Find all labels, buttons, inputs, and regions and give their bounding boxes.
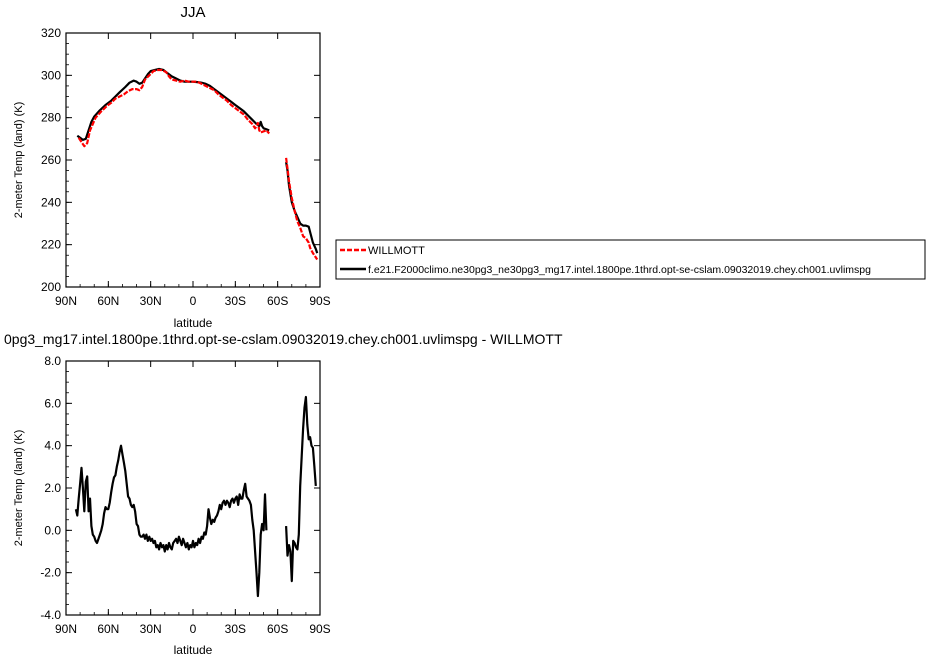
- x-tick-label: 90S: [309, 294, 330, 308]
- x-tick-label: 60S: [267, 622, 288, 636]
- y-tick-label: 200: [41, 280, 61, 294]
- y-tick-label: 0.0: [44, 523, 61, 537]
- top-chart-plot-frame: [65, 32, 321, 288]
- y-tick-label: 240: [41, 195, 61, 209]
- series-line-0-1: [77, 68, 271, 148]
- top-chart-title: JJA: [180, 4, 205, 21]
- x-tick-label: 90N: [55, 622, 77, 636]
- x-tick-label: 0: [190, 294, 197, 308]
- x-tick-label: 90S: [309, 622, 330, 636]
- y-tick-label: -2.0: [40, 566, 61, 580]
- x-tick-label: 60N: [97, 294, 119, 308]
- y-tick-label: 6.0: [44, 396, 61, 410]
- x-tick-label: 30N: [140, 622, 162, 636]
- bottom-chart-title: 0pg3_mg17.intel.1800pe.1thrd.opt-se-csla…: [4, 331, 563, 347]
- y-tick-label: 280: [41, 111, 61, 125]
- top-chart-xlabel: latitude: [174, 316, 213, 330]
- legend-box: [335, 239, 926, 280]
- legend-label-model: f.e21.F2000climo.ne30pg3_ne30pg3_mg17.in…: [368, 264, 871, 276]
- series-line-0-0: [76, 67, 270, 141]
- y-tick-label: 300: [41, 68, 61, 82]
- bottom-chart-plot-frame: [65, 360, 321, 616]
- series-line-0-1: [285, 157, 319, 261]
- y-tick-label: 320: [41, 26, 61, 40]
- y-tick-label: 2.0: [44, 481, 61, 495]
- x-tick-label: 30S: [225, 622, 246, 636]
- y-tick-label: 8.0: [44, 354, 61, 368]
- top-chart-legend: WILLMOTT f.e21.F2000climo.ne30pg3_ne30pg…: [335, 239, 926, 280]
- legend-label-willmott: WILLMOTT: [368, 245, 425, 257]
- y-tick-label: -4.0: [40, 608, 61, 622]
- x-tick-label: 30S: [225, 294, 246, 308]
- x-tick-label: 60N: [97, 622, 119, 636]
- x-tick-label: 60S: [267, 294, 288, 308]
- top-chart: JJA 90N 60N 30N 0 30S 60S 90S 200 220 240 260 280 30…: [13, 4, 926, 330]
- bottom-chart-xlabel: latitude: [174, 643, 213, 657]
- series-line-1-0: [285, 395, 317, 583]
- series-line-1-0: [74, 444, 268, 598]
- y-tick-label: 4.0: [44, 439, 61, 453]
- bottom-chart-ylabel: 2-meter Temp (land) (K): [13, 430, 25, 547]
- bottom-chart: 0pg3_mg17.intel.1800pe.1thrd.opt-se-csla…: [4, 331, 563, 657]
- top-chart-ylabel: 2-meter Temp (land) (K): [13, 102, 25, 219]
- series-line-0-0: [285, 161, 319, 254]
- x-tick-label: 30N: [140, 294, 162, 308]
- x-tick-label: 0: [190, 622, 197, 636]
- y-tick-label: 220: [41, 238, 61, 252]
- x-tick-label: 90N: [55, 294, 77, 308]
- y-tick-label: 260: [41, 153, 61, 167]
